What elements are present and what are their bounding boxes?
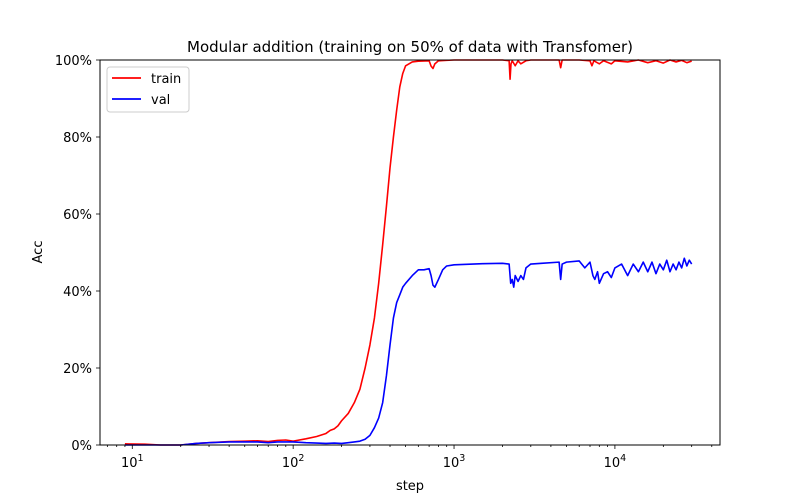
x-tick-label: 104 — [604, 453, 627, 471]
y-tick-label: 0% — [71, 439, 92, 454]
series-line-val — [124, 257, 693, 446]
y-tick-label: 100% — [55, 54, 92, 69]
x-tick-label: 103 — [443, 453, 466, 471]
y-tick-label: 80% — [63, 131, 92, 146]
y-tick-label: 60% — [63, 208, 92, 223]
plot-frame — [99, 59, 721, 446]
x-axis: 101 102 103 104 — [106, 445, 713, 471]
x-tick-label: 102 — [282, 453, 305, 471]
series-layer — [124, 59, 693, 446]
chart-title: Modular addition (training on 50% of dat… — [187, 38, 633, 56]
legend-label-train: train — [151, 72, 181, 87]
y-tick-label: 20% — [63, 362, 92, 377]
x-tick-label: 101 — [121, 453, 144, 471]
y-tick-label: 40% — [63, 285, 92, 300]
y-axis-label: Acc — [31, 241, 46, 264]
series-line-train — [124, 59, 692, 446]
legend: train val — [106, 66, 190, 113]
legend-label-val: val — [151, 93, 170, 108]
y-axis: 0% 20% 40% 60% 80% 100% — [55, 54, 100, 454]
x-axis-label: step — [396, 479, 424, 494]
